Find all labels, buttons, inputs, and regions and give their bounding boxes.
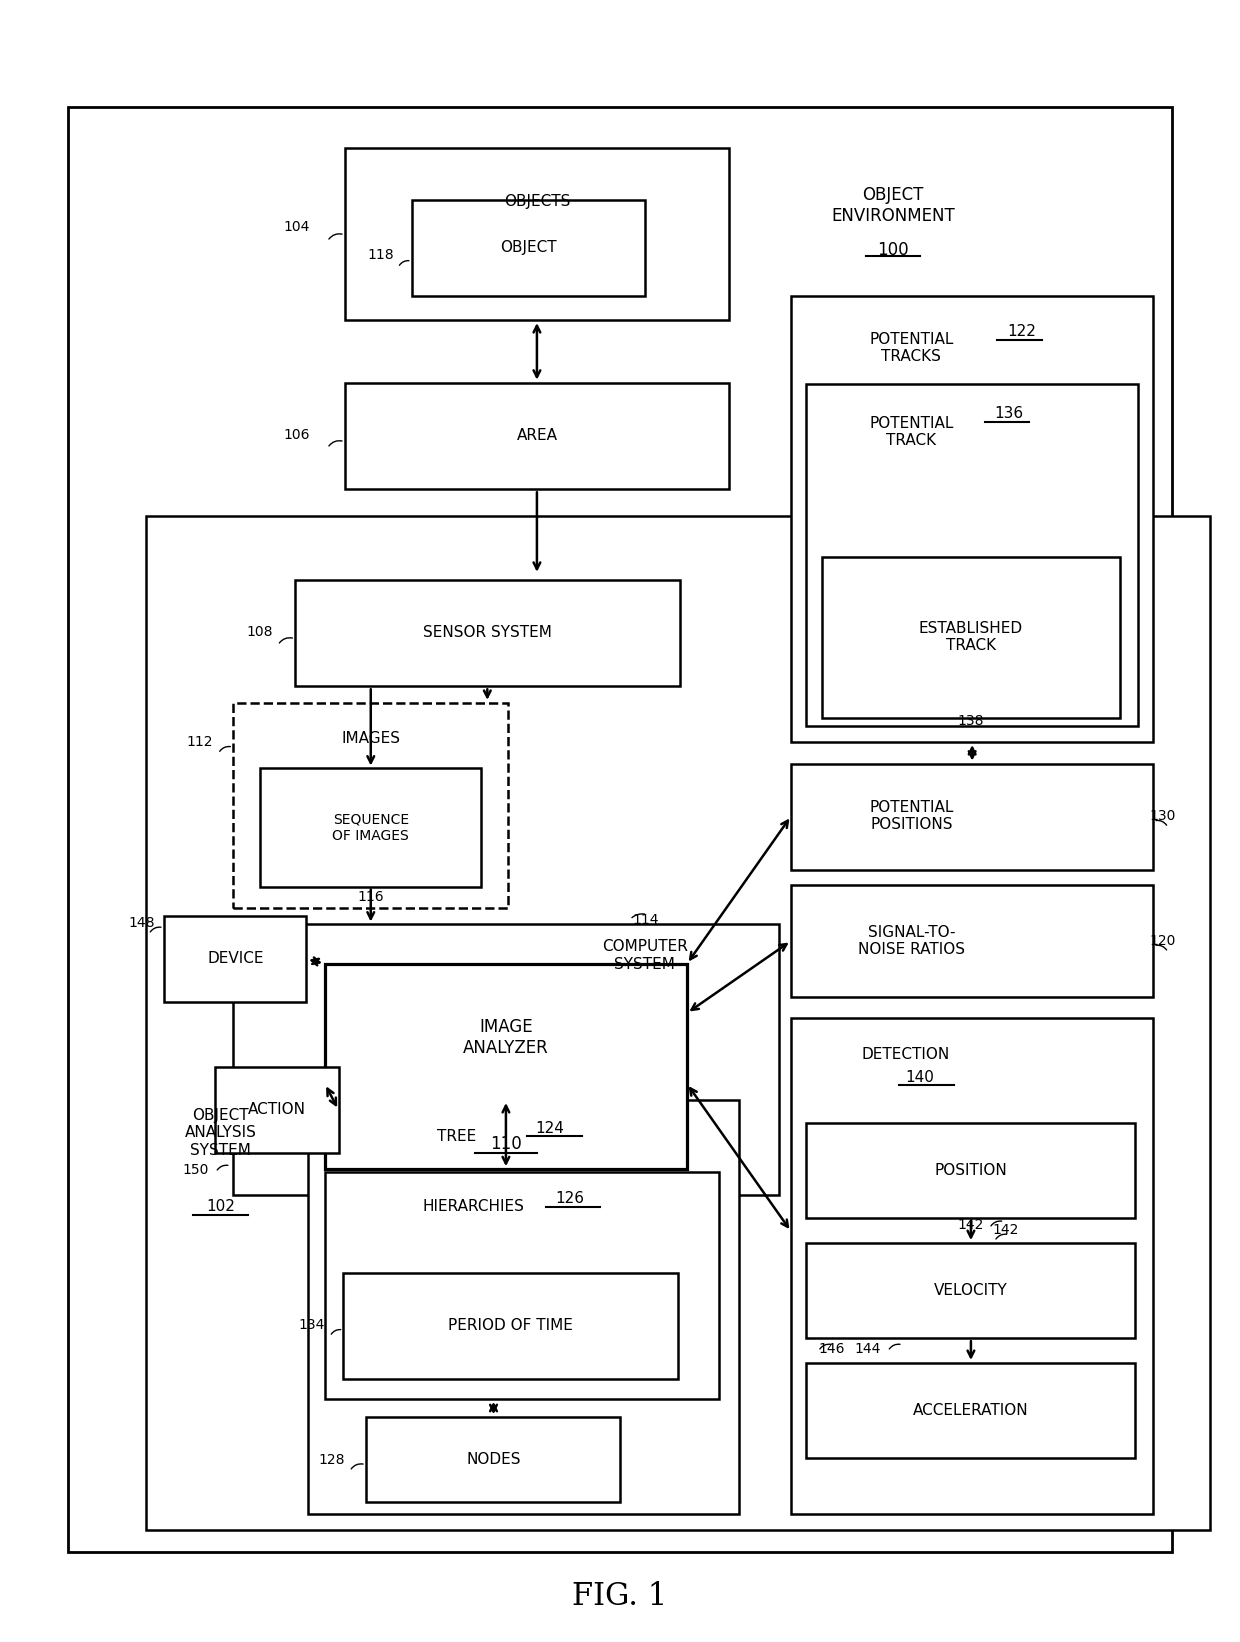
Text: 122: 122 [1007, 323, 1035, 340]
FancyBboxPatch shape [295, 580, 680, 686]
Text: 148: 148 [129, 916, 155, 929]
Text: POTENTIAL
TRACK: POTENTIAL TRACK [869, 415, 954, 448]
Text: OBJECTS: OBJECTS [503, 194, 570, 210]
FancyBboxPatch shape [791, 296, 1153, 742]
FancyBboxPatch shape [822, 557, 1120, 718]
FancyBboxPatch shape [215, 1067, 339, 1153]
FancyBboxPatch shape [806, 1243, 1135, 1338]
Text: 100: 100 [877, 241, 909, 258]
Text: ESTABLISHED
TRACK: ESTABLISHED TRACK [919, 621, 1023, 654]
Text: IMAGE
ANALYZER: IMAGE ANALYZER [463, 1018, 549, 1057]
Text: 138: 138 [957, 714, 985, 729]
FancyBboxPatch shape [806, 1363, 1135, 1458]
Text: TREE: TREE [436, 1128, 476, 1144]
Text: 110: 110 [490, 1136, 522, 1153]
Text: 150: 150 [182, 1163, 208, 1177]
Text: 118: 118 [368, 248, 394, 261]
Text: 144: 144 [854, 1342, 880, 1356]
FancyBboxPatch shape [806, 384, 1138, 726]
Text: 124: 124 [536, 1120, 564, 1136]
FancyBboxPatch shape [164, 916, 306, 1002]
Text: 106: 106 [284, 429, 310, 442]
FancyBboxPatch shape [806, 1123, 1135, 1218]
Text: 134: 134 [299, 1319, 325, 1332]
Text: 136: 136 [994, 406, 1023, 422]
Text: POTENTIAL
TRACKS: POTENTIAL TRACKS [869, 332, 954, 365]
Text: 146: 146 [818, 1342, 844, 1356]
Text: 140: 140 [905, 1069, 934, 1085]
Text: POTENTIAL
POSITIONS: POTENTIAL POSITIONS [869, 800, 954, 832]
Text: 130: 130 [1149, 810, 1176, 823]
Text: POSITION: POSITION [935, 1163, 1007, 1179]
Text: VELOCITY: VELOCITY [934, 1282, 1008, 1299]
Text: PERIOD OF TIME: PERIOD OF TIME [449, 1317, 573, 1333]
FancyBboxPatch shape [325, 964, 687, 1169]
Text: NODES: NODES [466, 1452, 521, 1468]
Text: 112: 112 [187, 736, 213, 749]
FancyBboxPatch shape [366, 1417, 620, 1502]
FancyBboxPatch shape [146, 516, 1210, 1530]
Text: HIERARCHIES: HIERARCHIES [423, 1199, 525, 1215]
Text: OBJECT
ENVIRONMENT: OBJECT ENVIRONMENT [831, 186, 955, 225]
Text: SIGNAL-TO-
NOISE RATIOS: SIGNAL-TO- NOISE RATIOS [858, 924, 965, 957]
FancyBboxPatch shape [345, 148, 729, 320]
Text: IMAGES: IMAGES [341, 731, 401, 747]
Text: AREA: AREA [516, 427, 558, 443]
FancyBboxPatch shape [68, 107, 1172, 1552]
Text: OBJECT
ANALYSIS
SYSTEM: OBJECT ANALYSIS SYSTEM [185, 1108, 257, 1158]
Text: 114: 114 [632, 913, 658, 926]
FancyBboxPatch shape [345, 383, 729, 489]
Text: FIG. 1: FIG. 1 [573, 1581, 667, 1611]
Text: OBJECT: OBJECT [500, 240, 557, 256]
Text: ACTION: ACTION [248, 1102, 305, 1118]
Text: 142: 142 [992, 1223, 1018, 1236]
Text: 104: 104 [284, 220, 310, 233]
FancyBboxPatch shape [412, 200, 645, 296]
FancyBboxPatch shape [308, 1100, 739, 1514]
FancyBboxPatch shape [233, 924, 779, 1195]
FancyBboxPatch shape [791, 764, 1153, 870]
Text: DETECTION: DETECTION [861, 1046, 950, 1062]
Text: DEVICE: DEVICE [207, 951, 264, 967]
Text: 142: 142 [957, 1218, 983, 1233]
FancyBboxPatch shape [343, 1273, 678, 1379]
FancyBboxPatch shape [791, 885, 1153, 997]
Text: SENSOR SYSTEM: SENSOR SYSTEM [423, 624, 552, 640]
Text: 108: 108 [247, 626, 273, 639]
Text: SEQUENCE
OF IMAGES: SEQUENCE OF IMAGES [332, 813, 409, 842]
Text: ACCELERATION: ACCELERATION [913, 1402, 1029, 1419]
FancyBboxPatch shape [325, 1172, 719, 1399]
Text: 120: 120 [1149, 934, 1176, 947]
Text: 102: 102 [206, 1199, 236, 1215]
Text: 126: 126 [556, 1190, 584, 1207]
Text: 116: 116 [357, 890, 384, 905]
FancyBboxPatch shape [233, 703, 508, 908]
FancyBboxPatch shape [260, 768, 481, 887]
Text: 128: 128 [319, 1453, 345, 1466]
FancyBboxPatch shape [791, 1018, 1153, 1514]
Text: COMPUTER
SYSTEM: COMPUTER SYSTEM [601, 939, 688, 972]
